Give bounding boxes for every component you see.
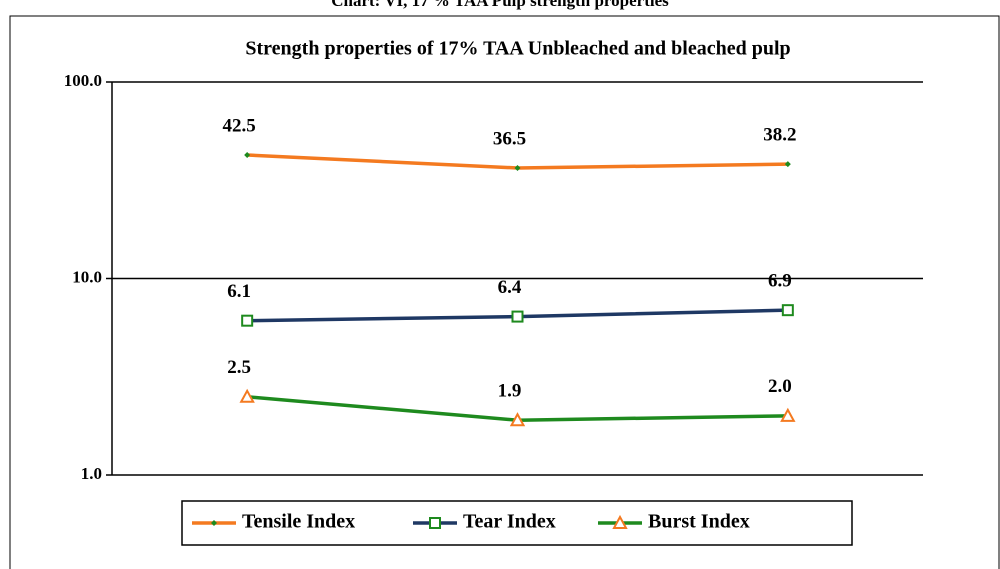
point-marker: [244, 152, 251, 159]
legend-label: Tensile Index: [242, 511, 355, 533]
point-marker: [241, 314, 254, 327]
data-label: 6.4: [498, 277, 522, 298]
y-tick-label: 1.0: [81, 464, 102, 483]
data-label: 38.2: [763, 124, 796, 145]
data-label: 1.9: [498, 381, 522, 402]
page-heading: Chart: VI, 17 % TAA Pulp strength proper…: [331, 0, 669, 10]
legend-label: Tear Index: [463, 511, 556, 533]
data-label: 6.9: [768, 271, 792, 292]
point-marker: [784, 161, 791, 168]
data-label: 42.5: [223, 115, 256, 136]
legend-marker: [429, 517, 441, 529]
legend-label: Burst Index: [648, 511, 750, 533]
data-label: 36.5: [493, 128, 526, 149]
y-tick-label: 10.0: [72, 267, 102, 286]
point-marker: [781, 304, 794, 317]
point-marker: [514, 165, 521, 172]
point-marker: [511, 310, 524, 323]
data-label: 2.0: [768, 376, 792, 397]
chart-border: [9, 15, 1000, 569]
y-tick-label: 100.0: [64, 71, 102, 90]
point-marker: [509, 412, 526, 427]
data-label: 2.5: [227, 357, 251, 378]
legend-box: [181, 500, 853, 546]
point-marker: [780, 407, 796, 422]
legend-marker: [211, 520, 217, 526]
legend-marker: [612, 514, 628, 529]
chart-title: Strength properties of 17% TAA Unbleache…: [245, 38, 790, 60]
point-marker: [239, 388, 255, 403]
data-label: 6.1: [227, 281, 251, 302]
